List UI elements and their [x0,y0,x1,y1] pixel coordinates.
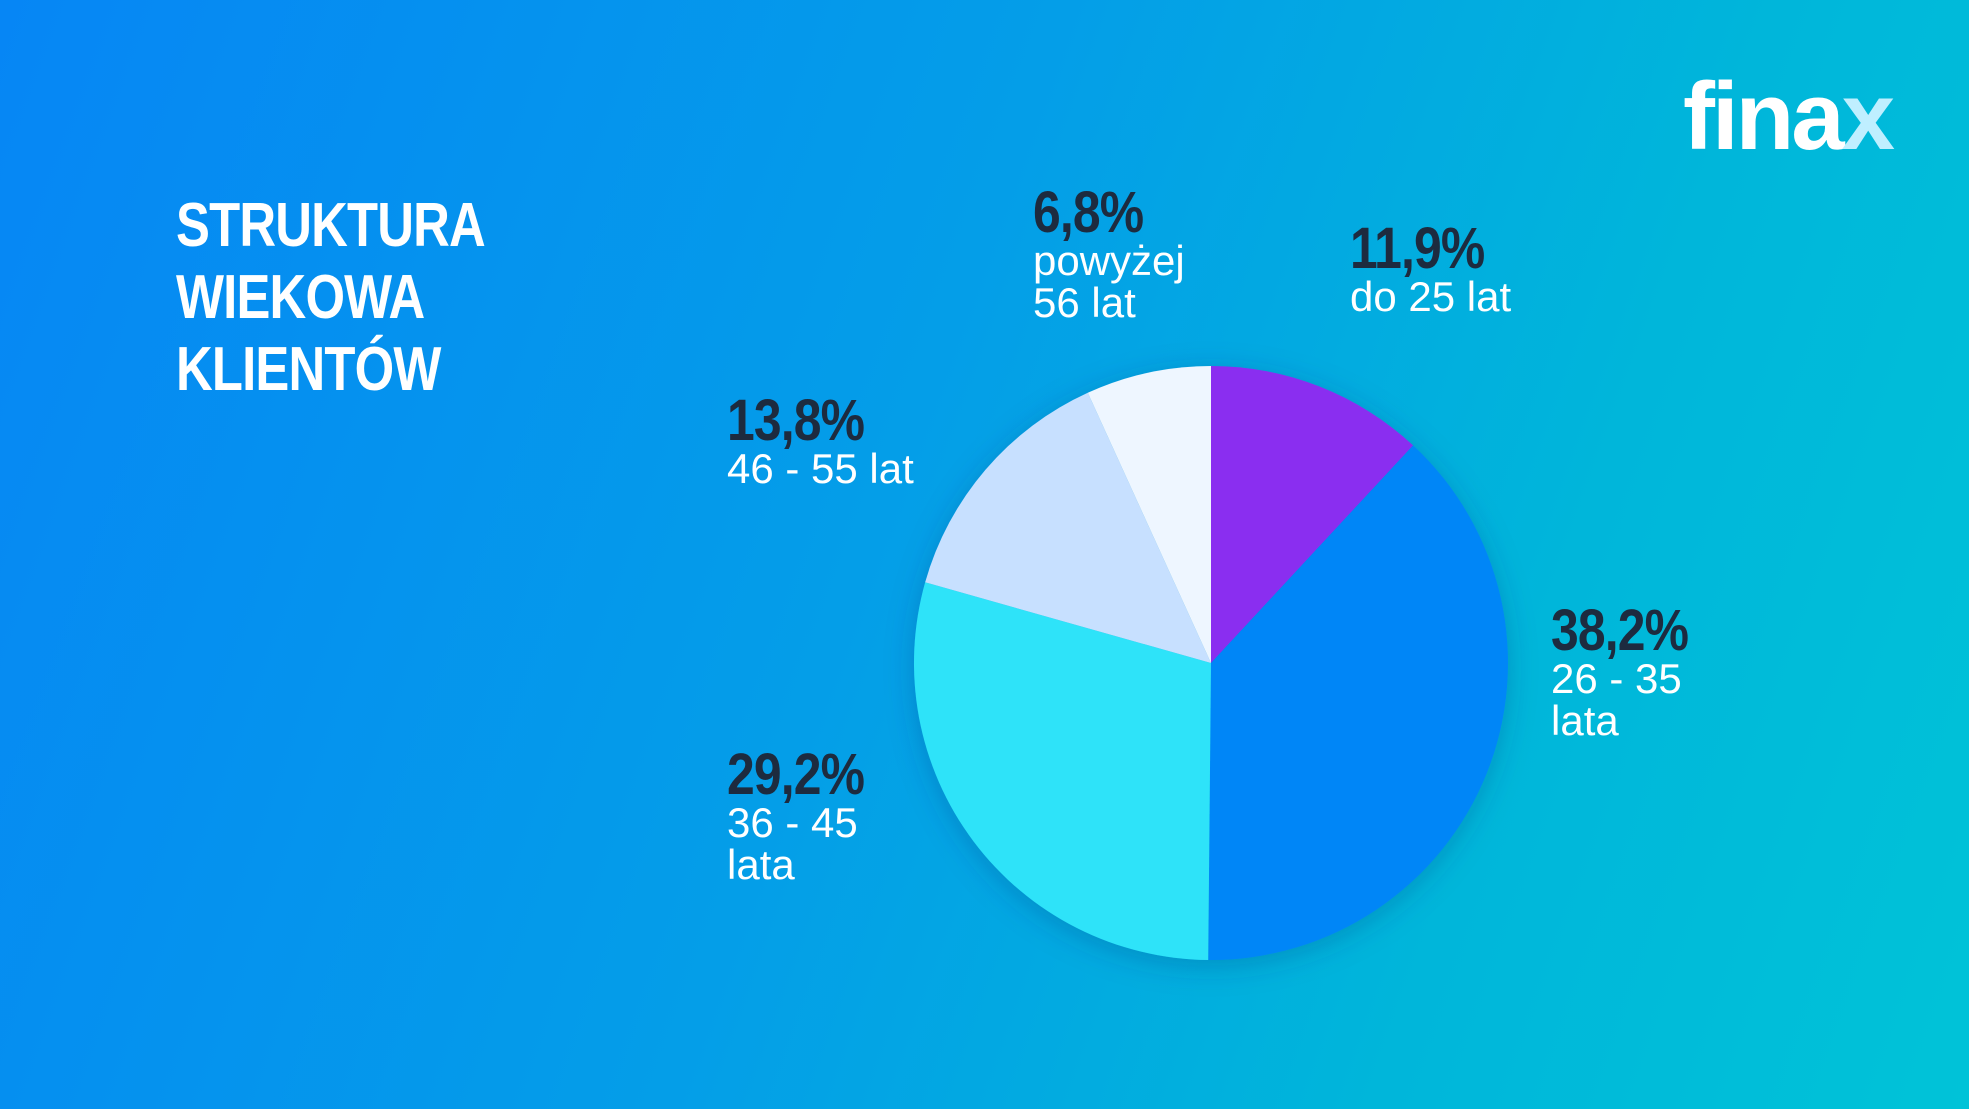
label-pct: 6,8% [1033,180,1144,245]
label-26-35: 38,2% 26 - 35 lata [1551,600,1741,742]
label-pct: 38,2% [1551,598,1689,663]
label-desc: 36 - 45 lata [727,799,858,888]
title-line-2: WIEKOWA [176,263,425,332]
logo-text: fina [1683,63,1845,170]
label-do-25: 11,9% do 25 lat [1350,218,1540,318]
label-desc: powyżej 56 lat [1033,237,1185,326]
pie-slices [913,366,1509,961]
logo-accent: x [1841,63,1895,170]
label-desc: 26 - 35 lata [1551,655,1682,744]
label-46-55: 13,8% 46 - 55 lat [727,390,917,490]
slice-56-plus [1087,366,1211,663]
label-desc: 46 - 55 lat [727,445,914,492]
slice-36-45 [913,582,1211,960]
slice-46-55 [925,392,1211,663]
label-desc: do 25 lat [1350,273,1512,320]
chart-title: STRUKTURA WIEKOWA KLIENTÓW [176,190,486,406]
title-line-1: STRUKTURA [176,191,486,260]
slice-26-35 [1208,445,1509,961]
label-pct: 13,8% [727,388,865,453]
label-56-plus: 6,8% powyżej 56 lat [1033,182,1223,324]
label-36-45: 29,2% 36 - 45 lata [727,744,917,886]
title-line-3: KLIENTÓW [176,335,441,404]
label-pct: 29,2% [727,742,865,807]
slice-do-25 [1211,366,1414,663]
label-pct: 11,9% [1350,216,1485,281]
finax-logo: finax [1683,62,1895,172]
